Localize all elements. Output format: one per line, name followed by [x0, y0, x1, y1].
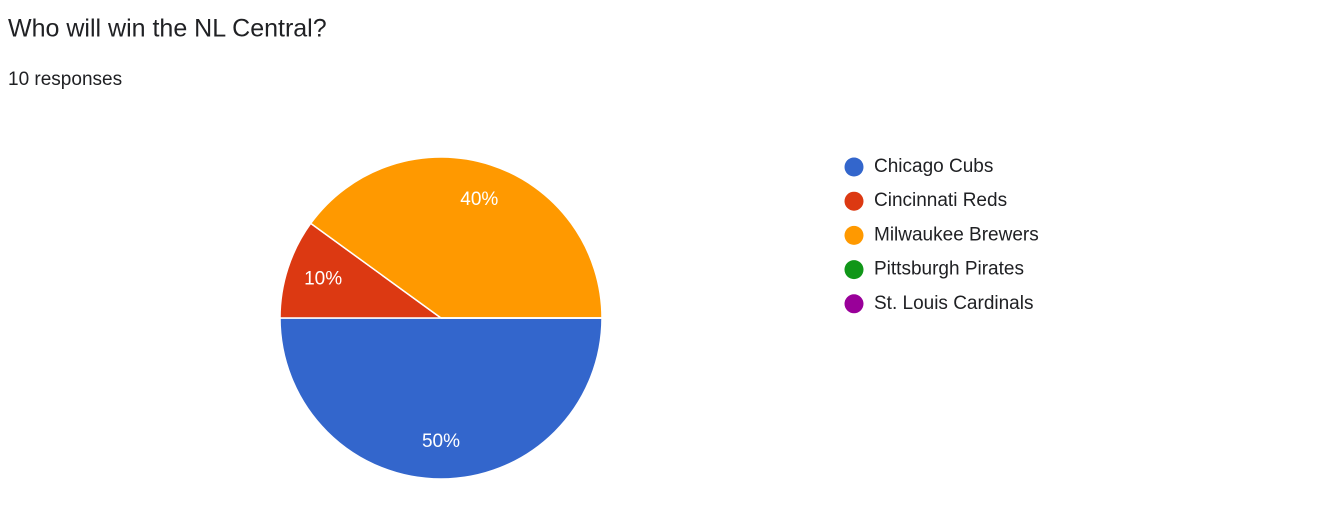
slice-label: 40%: [460, 189, 498, 210]
legend-label: Chicago Cubs: [874, 156, 993, 177]
legend-swatch: [844, 225, 864, 245]
legend-label: St. Louis Cardinals: [874, 293, 1033, 314]
pie-slice: [309, 156, 603, 319]
pie-slice: [279, 222, 444, 319]
slice-label: 10%: [304, 269, 342, 290]
legend-label: Milwaukee Brewers: [874, 224, 1039, 245]
slice-label: 50%: [422, 431, 460, 452]
legend-swatch: [844, 191, 864, 211]
pie-slice: [279, 317, 603, 480]
legend-swatch: [844, 294, 864, 314]
chart-subtitle: 10 responses: [8, 69, 122, 90]
legend-label: Cincinnati Reds: [874, 190, 1007, 211]
legend-swatch: [844, 157, 864, 177]
chart-title: Who will win the NL Central?: [8, 15, 327, 43]
legend-label: Pittsburgh Pirates: [874, 259, 1024, 280]
legend-swatch: [844, 260, 864, 280]
